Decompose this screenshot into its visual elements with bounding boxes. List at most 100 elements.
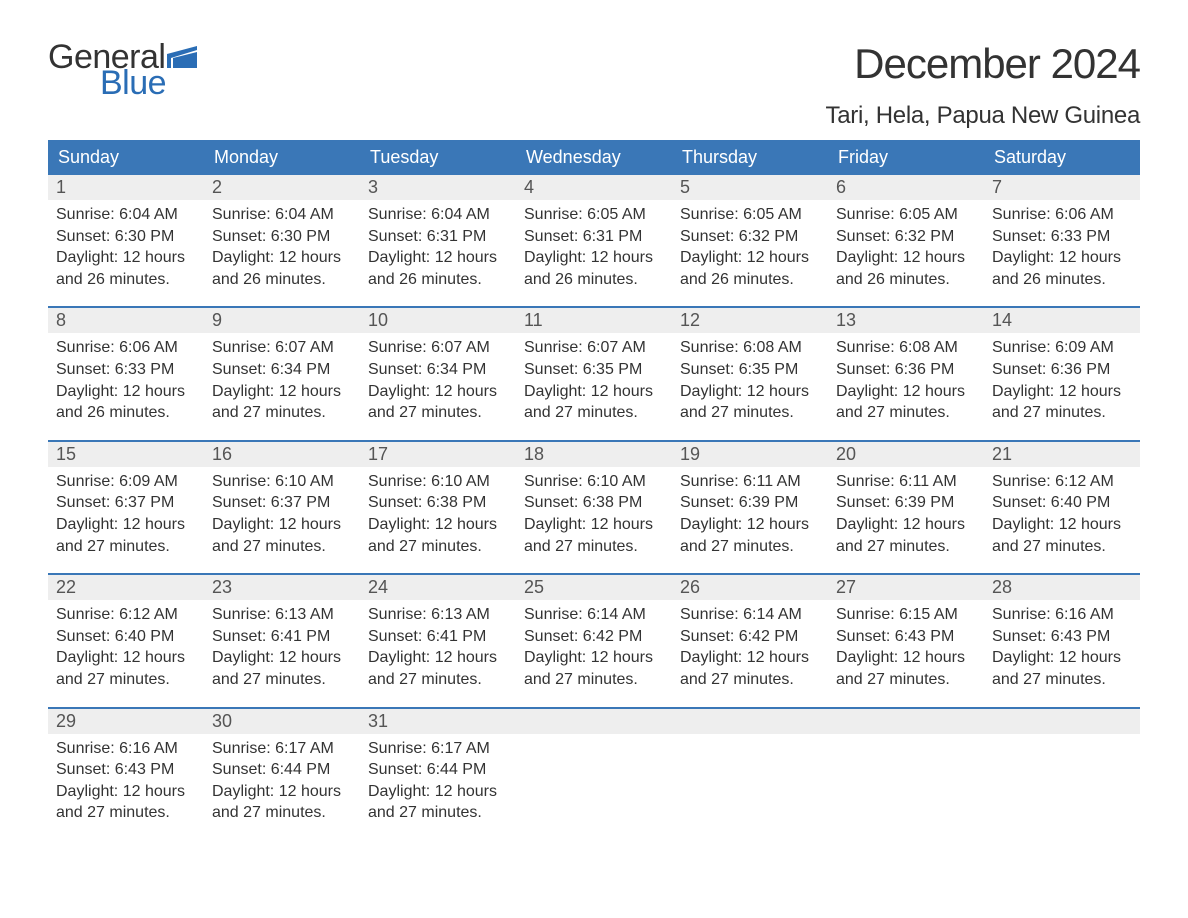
sunset-text: Sunset: 6:34 PM [212,359,352,381]
sunrise-text: Sunrise: 6:16 AM [992,604,1132,626]
daylight-text-2: and 27 minutes. [56,802,196,824]
day-cell: Sunrise: 6:17 AMSunset: 6:44 PMDaylight:… [360,734,516,840]
day-number: 12 [672,308,828,333]
week-block: 22232425262728Sunrise: 6:12 AMSunset: 6:… [48,573,1140,706]
day-cell: Sunrise: 6:10 AMSunset: 6:38 PMDaylight:… [360,467,516,573]
sunrise-text: Sunrise: 6:17 AM [212,738,352,760]
sunset-text: Sunset: 6:41 PM [212,626,352,648]
sunset-text: Sunset: 6:34 PM [368,359,508,381]
day-number: 18 [516,442,672,467]
sunrise-text: Sunrise: 6:16 AM [56,738,196,760]
day-cell [828,734,984,840]
day-cell: Sunrise: 6:09 AMSunset: 6:36 PMDaylight:… [984,333,1140,439]
week-body-row: Sunrise: 6:12 AMSunset: 6:40 PMDaylight:… [48,600,1140,706]
daylight-text-2: and 27 minutes. [368,669,508,691]
day-number [828,709,984,734]
sunset-text: Sunset: 6:41 PM [368,626,508,648]
sunset-text: Sunset: 6:33 PM [56,359,196,381]
day-cell: Sunrise: 6:13 AMSunset: 6:41 PMDaylight:… [204,600,360,706]
day-number: 10 [360,308,516,333]
week-body-row: Sunrise: 6:04 AMSunset: 6:30 PMDaylight:… [48,200,1140,306]
daylight-text-2: and 27 minutes. [992,669,1132,691]
day-number: 17 [360,442,516,467]
day-cell [516,734,672,840]
sunrise-text: Sunrise: 6:14 AM [680,604,820,626]
day-number: 29 [48,709,204,734]
week-block: 293031Sunrise: 6:16 AMSunset: 6:43 PMDay… [48,707,1140,840]
daylight-text-2: and 26 minutes. [368,269,508,291]
daylight-text-1: Daylight: 12 hours [992,514,1132,536]
daylight-text-1: Daylight: 12 hours [212,781,352,803]
day-cell: Sunrise: 6:07 AMSunset: 6:35 PMDaylight:… [516,333,672,439]
day-number: 3 [360,175,516,200]
daylight-text-1: Daylight: 12 hours [836,247,976,269]
daylight-text-1: Daylight: 12 hours [524,647,664,669]
sunrise-text: Sunrise: 6:04 AM [56,204,196,226]
day-number: 8 [48,308,204,333]
sunrise-text: Sunrise: 6:10 AM [524,471,664,493]
daynum-row: 293031 [48,709,1140,734]
week-block: 15161718192021Sunrise: 6:09 AMSunset: 6:… [48,440,1140,573]
day-cell: Sunrise: 6:04 AMSunset: 6:31 PMDaylight:… [360,200,516,306]
sunrise-text: Sunrise: 6:07 AM [524,337,664,359]
sunset-text: Sunset: 6:32 PM [680,226,820,248]
daylight-text-1: Daylight: 12 hours [56,781,196,803]
daylight-text-1: Daylight: 12 hours [212,247,352,269]
day-header-thu: Thursday [672,140,828,175]
daylight-text-2: and 27 minutes. [368,802,508,824]
day-cell: Sunrise: 6:08 AMSunset: 6:35 PMDaylight:… [672,333,828,439]
daylight-text-1: Daylight: 12 hours [56,647,196,669]
day-number: 14 [984,308,1140,333]
day-cell: Sunrise: 6:06 AMSunset: 6:33 PMDaylight:… [984,200,1140,306]
day-cell: Sunrise: 6:05 AMSunset: 6:32 PMDaylight:… [672,200,828,306]
daylight-text-2: and 27 minutes. [212,669,352,691]
daylight-text-1: Daylight: 12 hours [992,247,1132,269]
day-number: 23 [204,575,360,600]
daylight-text-2: and 27 minutes. [212,402,352,424]
weeks-container: 1234567Sunrise: 6:04 AMSunset: 6:30 PMDa… [48,175,1140,840]
sunrise-text: Sunrise: 6:13 AM [212,604,352,626]
daylight-text-1: Daylight: 12 hours [992,381,1132,403]
day-cell: Sunrise: 6:05 AMSunset: 6:32 PMDaylight:… [828,200,984,306]
daylight-text-1: Daylight: 12 hours [680,381,820,403]
daylight-text-2: and 26 minutes. [212,269,352,291]
daylight-text-1: Daylight: 12 hours [368,247,508,269]
daylight-text-2: and 27 minutes. [836,536,976,558]
sunrise-text: Sunrise: 6:11 AM [836,471,976,493]
daynum-row: 1234567 [48,175,1140,200]
daylight-text-2: and 27 minutes. [680,536,820,558]
sunset-text: Sunset: 6:35 PM [524,359,664,381]
sunrise-text: Sunrise: 6:10 AM [368,471,508,493]
day-cell: Sunrise: 6:07 AMSunset: 6:34 PMDaylight:… [204,333,360,439]
day-number: 22 [48,575,204,600]
daylight-text-1: Daylight: 12 hours [212,514,352,536]
daylight-text-1: Daylight: 12 hours [836,647,976,669]
daynum-row: 15161718192021 [48,442,1140,467]
sunset-text: Sunset: 6:39 PM [836,492,976,514]
day-number: 25 [516,575,672,600]
sunrise-text: Sunrise: 6:04 AM [368,204,508,226]
sunset-text: Sunset: 6:38 PM [524,492,664,514]
day-header-mon: Monday [204,140,360,175]
sunrise-text: Sunrise: 6:09 AM [992,337,1132,359]
day-cell: Sunrise: 6:15 AMSunset: 6:43 PMDaylight:… [828,600,984,706]
sunset-text: Sunset: 6:37 PM [56,492,196,514]
day-number: 24 [360,575,516,600]
daylight-text-1: Daylight: 12 hours [524,514,664,536]
daylight-text-2: and 27 minutes. [836,669,976,691]
daylight-text-2: and 27 minutes. [368,402,508,424]
day-cell [672,734,828,840]
day-number: 4 [516,175,672,200]
week-block: 891011121314Sunrise: 6:06 AMSunset: 6:33… [48,306,1140,439]
daylight-text-2: and 27 minutes. [56,669,196,691]
logo: General Blue [48,40,197,100]
daylight-text-2: and 27 minutes. [212,802,352,824]
daylight-text-1: Daylight: 12 hours [368,514,508,536]
day-header-sun: Sunday [48,140,204,175]
day-number: 7 [984,175,1140,200]
sunset-text: Sunset: 6:43 PM [992,626,1132,648]
day-cell: Sunrise: 6:16 AMSunset: 6:43 PMDaylight:… [984,600,1140,706]
day-number: 26 [672,575,828,600]
day-number [516,709,672,734]
sunrise-text: Sunrise: 6:12 AM [56,604,196,626]
